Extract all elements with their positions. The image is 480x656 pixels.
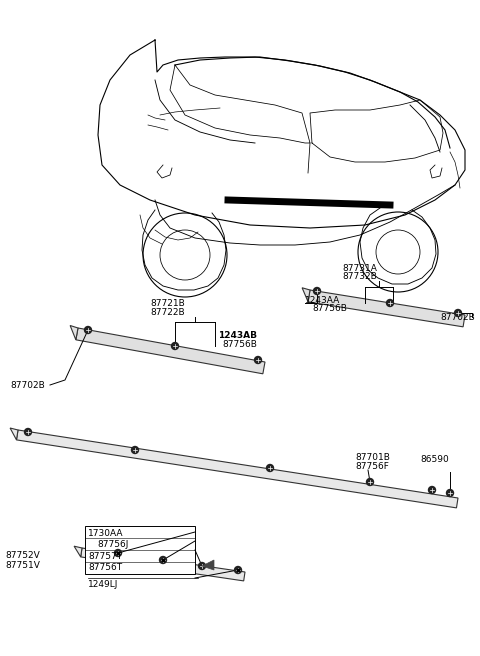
Text: 87756B: 87756B [312, 304, 347, 313]
Polygon shape [302, 288, 310, 302]
Circle shape [159, 556, 167, 564]
Text: 87701B: 87701B [355, 453, 390, 462]
Text: 1730AA: 1730AA [88, 529, 123, 538]
Polygon shape [70, 325, 78, 340]
Circle shape [446, 489, 454, 497]
Circle shape [386, 300, 394, 306]
Circle shape [132, 447, 139, 453]
Bar [85, 526, 195, 574]
Text: 1243AB: 1243AB [218, 331, 257, 340]
Circle shape [266, 464, 274, 472]
Circle shape [199, 562, 205, 569]
Polygon shape [308, 290, 465, 327]
Polygon shape [16, 430, 458, 508]
Circle shape [313, 287, 321, 295]
Polygon shape [202, 560, 214, 570]
Polygon shape [10, 428, 18, 440]
Text: 87721B: 87721B [151, 299, 185, 308]
Text: 87756B: 87756B [222, 340, 257, 349]
Text: 87731A: 87731A [343, 264, 377, 273]
Circle shape [455, 310, 461, 316]
Polygon shape [74, 546, 82, 557]
Text: 87751V: 87751V [5, 560, 40, 569]
Circle shape [24, 428, 32, 436]
Text: 86590: 86590 [420, 455, 449, 464]
Text: 87757T: 87757T [88, 552, 122, 561]
Text: 87722B: 87722B [151, 308, 185, 317]
Text: 87752V: 87752V [5, 552, 40, 560]
Text: 87756J: 87756J [97, 540, 128, 548]
Polygon shape [76, 328, 265, 374]
Text: 87702B: 87702B [10, 380, 45, 390]
Circle shape [84, 327, 92, 333]
Text: 87756T: 87756T [88, 564, 122, 572]
Polygon shape [81, 548, 245, 581]
Circle shape [367, 478, 373, 485]
Text: 87702B: 87702B [440, 312, 475, 321]
Circle shape [429, 487, 435, 493]
Text: 1243AA: 1243AA [305, 296, 340, 305]
Text: 1249LJ: 1249LJ [88, 580, 119, 589]
Circle shape [235, 567, 241, 573]
Circle shape [115, 550, 121, 556]
Text: 87732B: 87732B [343, 272, 377, 281]
Circle shape [171, 342, 179, 350]
Text: 87756F: 87756F [355, 462, 389, 471]
Circle shape [254, 356, 262, 363]
